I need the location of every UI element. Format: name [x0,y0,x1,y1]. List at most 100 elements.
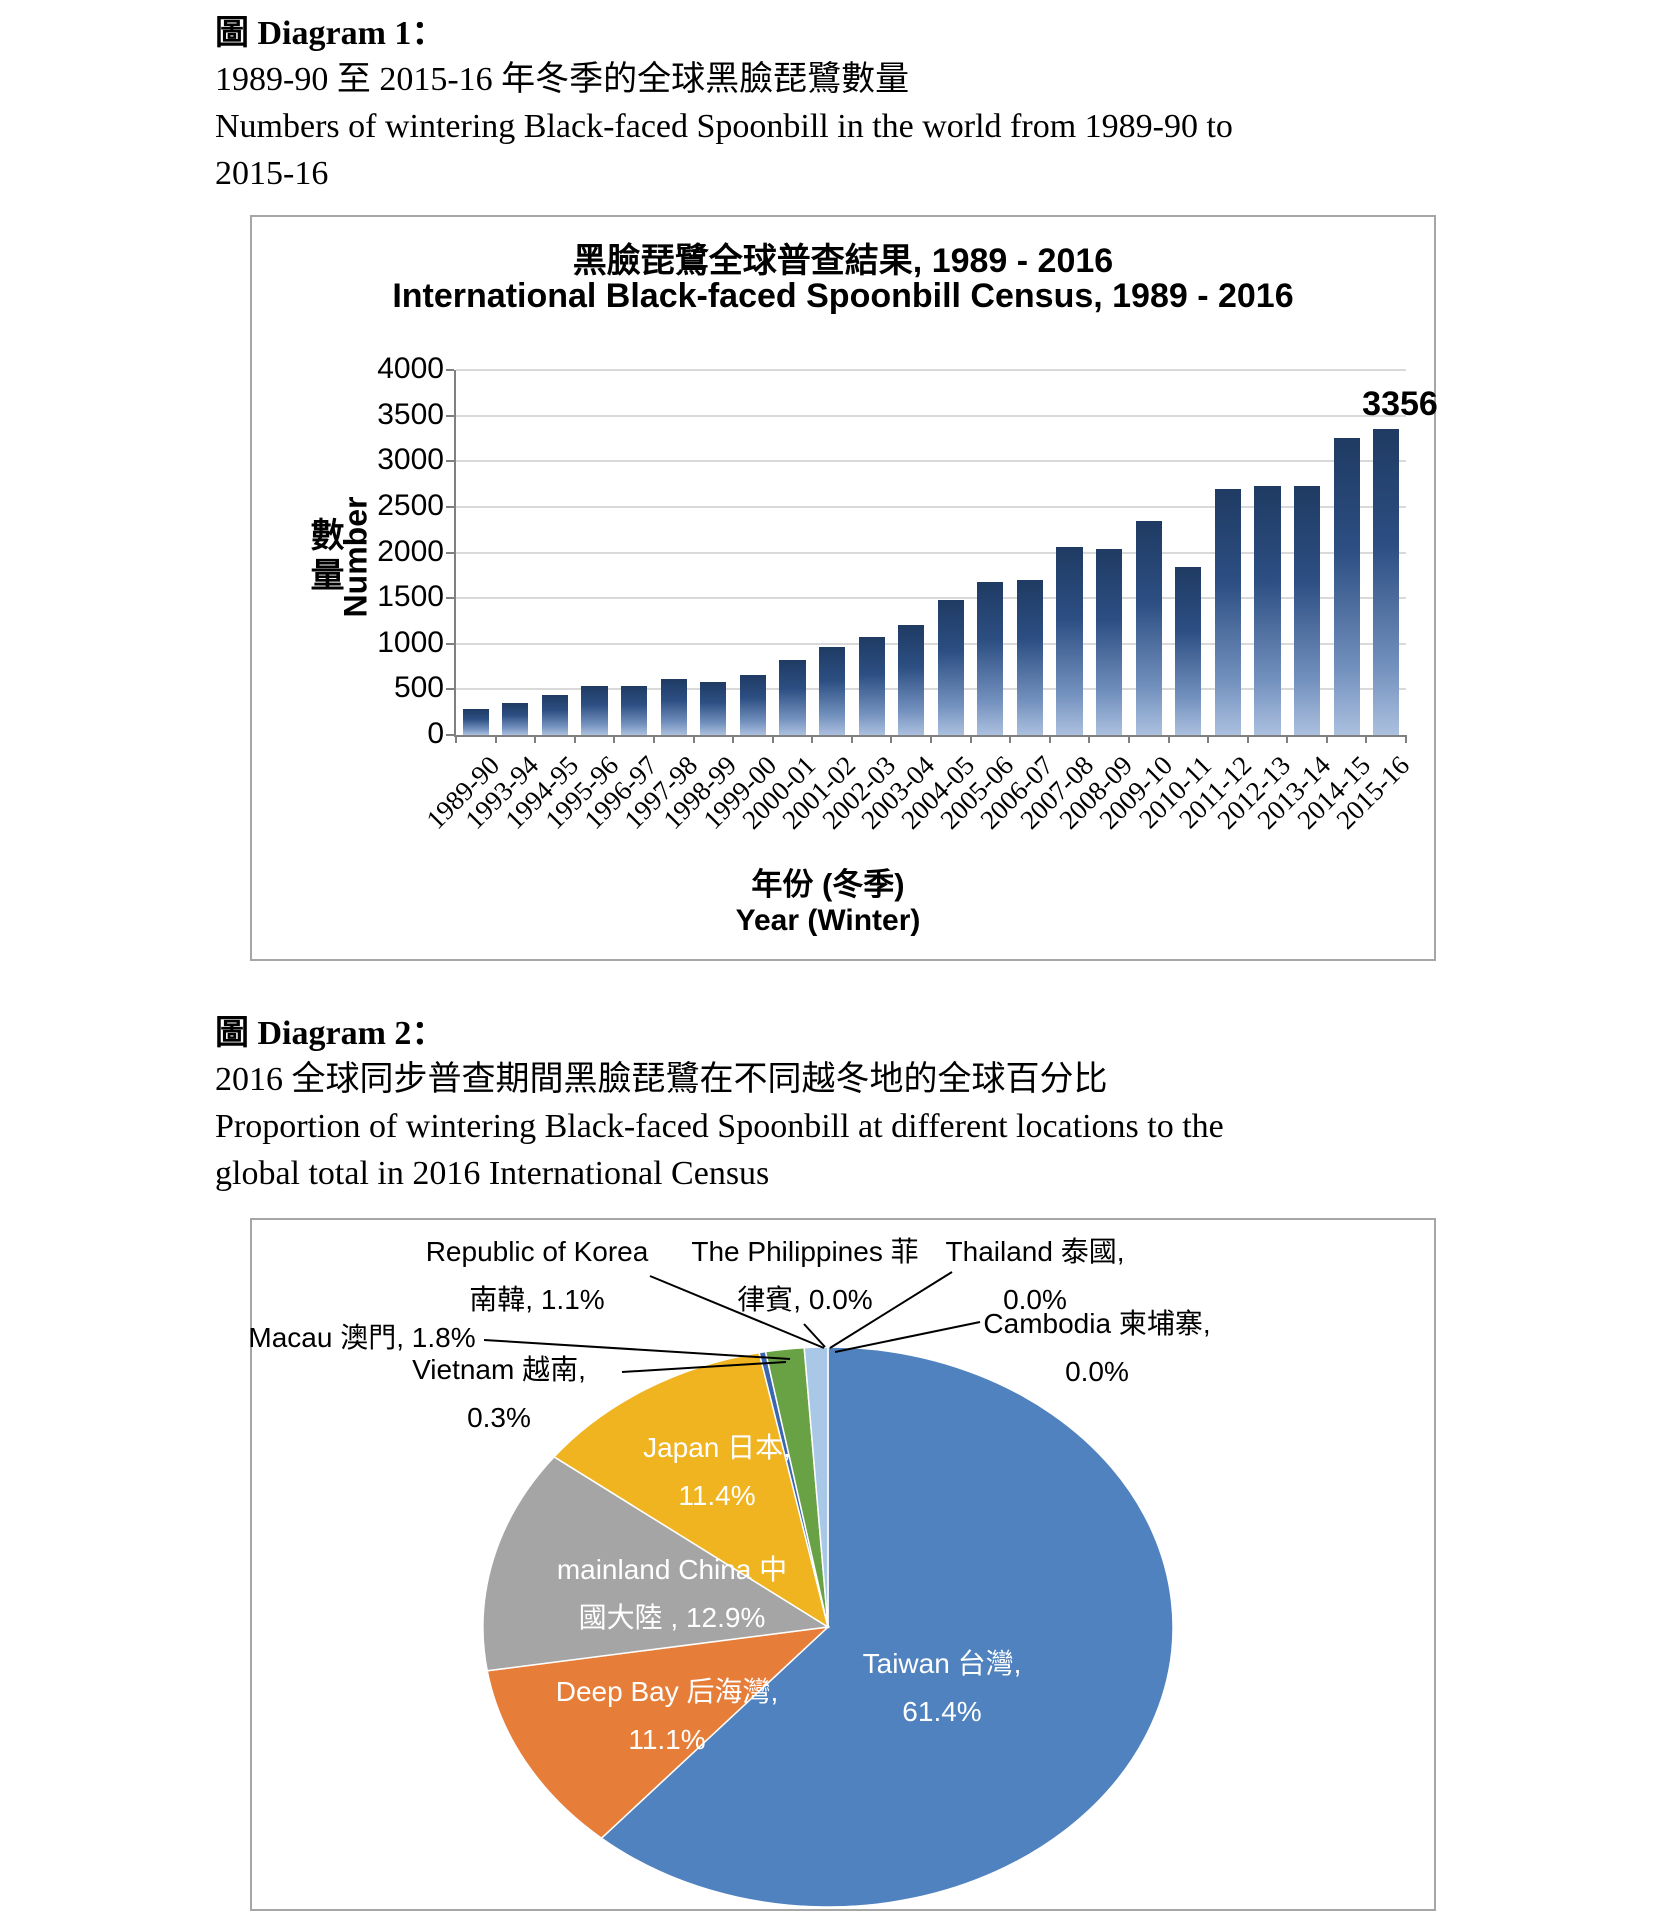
pie-label-philippines: The Philippines 菲律賓, 0.0% [680,1228,930,1324]
gridline [456,688,1406,691]
bar-2009-10 [1135,520,1162,735]
bar-2000-01 [779,659,806,735]
bar-plot-area [454,369,1407,743]
y-tick-label-3000: 3000 [377,443,444,477]
gridline [456,414,1406,417]
gridline [456,460,1406,463]
x-axis-tick [850,735,853,743]
pie-slice-korea [803,1346,829,1628]
x-axis-tick [969,735,972,743]
x-axis-tick [1246,735,1249,743]
pie-label-macau: Macau 澳門, 1.8% [232,1314,492,1362]
leader-line-thailand [829,1271,953,1349]
y-axis-title-zh: 數量 [305,517,343,597]
bar-chart-title-en: International Black-faced Spoonbill Cens… [392,277,1294,315]
pie-label-thailand: Thailand 泰國, 0.0% [910,1228,1160,1324]
bar-2014-15 [1333,437,1360,735]
gridline [456,597,1406,600]
gridline [456,551,1406,554]
x-axis-tick [1167,735,1170,743]
leader-line-cambodia [834,1321,981,1353]
x-axis-tick [1088,735,1091,743]
pie-label-line: 0.3% [467,1402,531,1433]
pie-label-taiwan: Taiwan 台灣, 61.4% [817,1640,1067,1736]
x-axis-tick [1405,735,1407,743]
bar-2007-08 [1056,546,1083,735]
pie-label-line: Republic of Korea [425,1236,649,1267]
pie-label-cambodia: Cambodia 柬埔寨, 0.0% [942,1300,1252,1396]
bar-2004-05 [937,600,964,735]
pie-label-korea: Republic of Korea 南韓, 1.1% [402,1228,672,1324]
pie-slice-china [482,1455,831,1672]
y-axis-tick [446,505,454,508]
x-axis-tick [455,735,457,743]
bar-2011-12 [1214,489,1241,735]
diagram2-caption-en-1: Proportion of wintering Black-faced Spoo… [215,1108,1224,1145]
bar-1998-99 [700,681,727,735]
bar-2012-13 [1254,486,1281,735]
bar-1993-94 [502,702,529,735]
pie-label-line: Cambodia 柬埔寨, [983,1308,1211,1339]
x-axis-tick [771,735,774,743]
y-axis-tick [446,460,454,463]
pie-chart-box: Republic of Korea 南韓, 1.1% The Philippines… [248,1218,1436,1911]
pie-label-vietnam: Vietnam 越南, 0.3% [374,1346,624,1442]
diagram2-caption-en-2: global total in 2016 International Censu… [215,1155,770,1192]
pie-chart-svg [482,1271,1174,1908]
bar-1989-90 [462,708,489,735]
bar-2003-04 [898,624,925,735]
gridline [456,369,1406,371]
y-axis-tick [446,734,454,736]
pie-label-line: 南韓, 1.1% [469,1284,605,1315]
diagram1-heading: 圖 Diagram 1： [215,15,446,52]
x-axis-title-zh: 年份 (冬季) [751,867,905,902]
pie-slice-taiwan [600,1346,1174,1908]
pie-label-japan: Japan 日本, 11.4% [597,1424,837,1520]
x-axis-tick [1286,735,1289,743]
y-axis-tick [446,369,454,371]
pie-label-line: mainland China 中 [556,1554,788,1585]
x-axis-tick [534,735,537,743]
data-label-3356: 3356 [1362,385,1438,423]
bar-2008-09 [1096,548,1123,735]
y-axis-title: 數量 Number [292,457,392,657]
pie-label-line: The Philippines 菲 [691,1236,919,1267]
bar-2005-06 [977,581,1004,735]
y-tick-label-2000: 2000 [377,534,444,568]
leader-line-philippines [803,1323,826,1348]
y-axis-tick [446,688,454,691]
x-axis-tick [652,735,655,743]
pie-label-line: 11.4% [678,1480,756,1511]
x-axis-tick [1207,735,1210,743]
bar-2013-14 [1293,486,1321,735]
x-axis-tick [1365,735,1368,743]
x-axis-tick [1325,735,1328,743]
pie-slice-deepbay [486,1625,831,1840]
pie-label-line: 61.4% [902,1696,982,1727]
leader-line-vietnam [621,1361,787,1373]
diagram1-caption-en-2: 2015-16 [215,155,329,192]
bar-1997-98 [660,679,687,735]
pie-label-line: 11.1% [628,1724,706,1755]
pie-label-line: 律賓, 0.0% [737,1284,873,1315]
pie-label-line: Taiwan 台灣, [862,1648,1022,1679]
x-axis-tick [613,735,616,743]
x-axis-title: 年份 (冬季) Year (Winter) [698,859,958,938]
y-axis-tick [446,597,454,600]
x-axis-tick [1127,735,1130,743]
gridline [456,505,1406,508]
pie-label-deepbay: Deep Bay 后海灣, 11.1% [542,1668,792,1764]
bar-2001-02 [818,646,846,735]
y-tick-label-2500: 2500 [377,488,444,522]
y-tick-label-1000: 1000 [377,625,444,659]
y-tick-label-500: 500 [393,671,444,705]
pie-label-line: Deep Bay 后海灣, [555,1676,779,1707]
y-tick-label-0: 0 [427,717,444,750]
pie-label-line: Japan 日本, [643,1432,791,1463]
pie-label-china: mainland China 中國大陸 , 12.9% [532,1546,812,1642]
x-axis-tick [732,735,735,743]
bar-1994-95 [541,694,569,735]
y-tick-label-3500: 3500 [377,397,444,431]
x-axis-tick [494,735,497,743]
